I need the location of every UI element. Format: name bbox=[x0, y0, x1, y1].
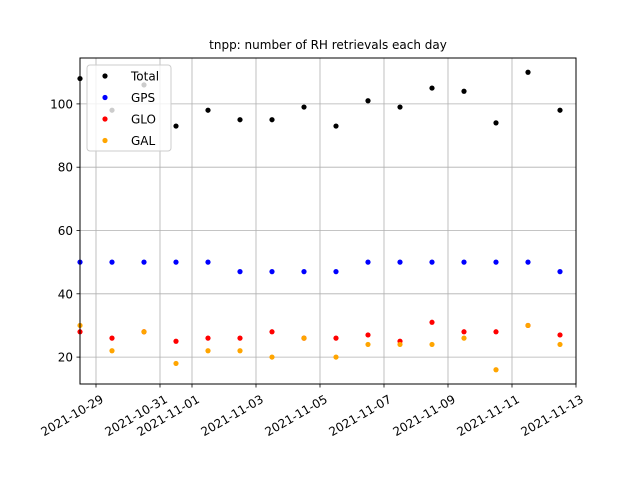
y-tick-label: 60 bbox=[58, 224, 73, 238]
point-glo bbox=[269, 329, 275, 335]
point-gal bbox=[557, 341, 563, 348]
point-gps bbox=[397, 259, 403, 265]
point-total bbox=[493, 120, 499, 126]
legend-label-total: Total bbox=[130, 70, 159, 84]
y-tick-label: 40 bbox=[58, 287, 73, 301]
point-gal bbox=[429, 341, 435, 348]
point-total bbox=[269, 117, 275, 123]
point-glo bbox=[205, 335, 211, 341]
point-glo bbox=[365, 332, 371, 338]
point-glo bbox=[173, 338, 179, 344]
point-glo bbox=[109, 335, 115, 341]
point-gal bbox=[109, 348, 115, 354]
chart-title: tnpp: number of RH retrievals each day bbox=[209, 38, 447, 52]
point-total bbox=[205, 107, 211, 113]
point-gal bbox=[173, 360, 179, 367]
legend-label-gal: GAL bbox=[131, 134, 156, 148]
point-total bbox=[397, 104, 403, 110]
point-gps bbox=[141, 259, 147, 265]
point-gal bbox=[397, 341, 403, 348]
point-gal bbox=[141, 329, 147, 335]
legend-label-glo: GLO bbox=[131, 113, 156, 127]
point-total bbox=[301, 104, 307, 110]
point-gps bbox=[173, 259, 179, 265]
point-total bbox=[557, 107, 563, 113]
point-gps bbox=[109, 259, 115, 265]
point-glo bbox=[237, 335, 243, 341]
legend: Total GPS GLO GAL bbox=[86, 64, 172, 152]
y-tick-label: 20 bbox=[58, 351, 73, 365]
point-gal bbox=[333, 354, 339, 360]
legend-marker-total bbox=[102, 73, 108, 79]
point-gal bbox=[269, 354, 275, 360]
point-gal bbox=[461, 335, 467, 341]
plot-area-frame bbox=[79, 57, 577, 385]
point-gps bbox=[429, 259, 435, 265]
point-gps bbox=[365, 259, 371, 265]
legend-frame bbox=[86, 64, 172, 152]
point-glo bbox=[333, 335, 339, 341]
point-gps bbox=[493, 259, 499, 265]
point-gps bbox=[557, 269, 563, 275]
point-gal bbox=[237, 348, 243, 354]
point-gps bbox=[237, 269, 243, 275]
point-glo bbox=[493, 329, 499, 335]
point-gps bbox=[333, 269, 339, 275]
legend-marker-gal bbox=[102, 137, 108, 144]
y-tick-label: 80 bbox=[58, 161, 73, 175]
y-axis-ticks: 20 40 60 80 100 bbox=[50, 97, 80, 365]
point-total bbox=[461, 88, 467, 94]
point-total bbox=[333, 123, 339, 129]
point-gps bbox=[525, 259, 531, 265]
legend-marker-glo bbox=[102, 116, 108, 122]
point-glo bbox=[461, 329, 467, 335]
point-gal bbox=[365, 341, 371, 348]
point-gps bbox=[461, 259, 467, 265]
point-total bbox=[365, 98, 371, 104]
point-glo bbox=[429, 319, 435, 325]
point-gal bbox=[525, 322, 531, 329]
point-gps bbox=[205, 259, 211, 265]
point-gal bbox=[205, 348, 211, 354]
point-gal bbox=[493, 367, 499, 373]
y-tick-label: 100 bbox=[50, 97, 73, 111]
point-gps bbox=[269, 269, 275, 275]
point-total bbox=[237, 117, 243, 123]
point-total bbox=[525, 69, 531, 75]
point-total bbox=[173, 123, 179, 129]
point-glo bbox=[557, 332, 563, 338]
legend-marker-gps bbox=[102, 94, 108, 101]
point-gal bbox=[301, 335, 307, 341]
data-points bbox=[77, 69, 563, 373]
point-gps bbox=[301, 269, 307, 275]
point-total bbox=[429, 85, 435, 91]
legend-label-gps: GPS bbox=[131, 91, 155, 105]
